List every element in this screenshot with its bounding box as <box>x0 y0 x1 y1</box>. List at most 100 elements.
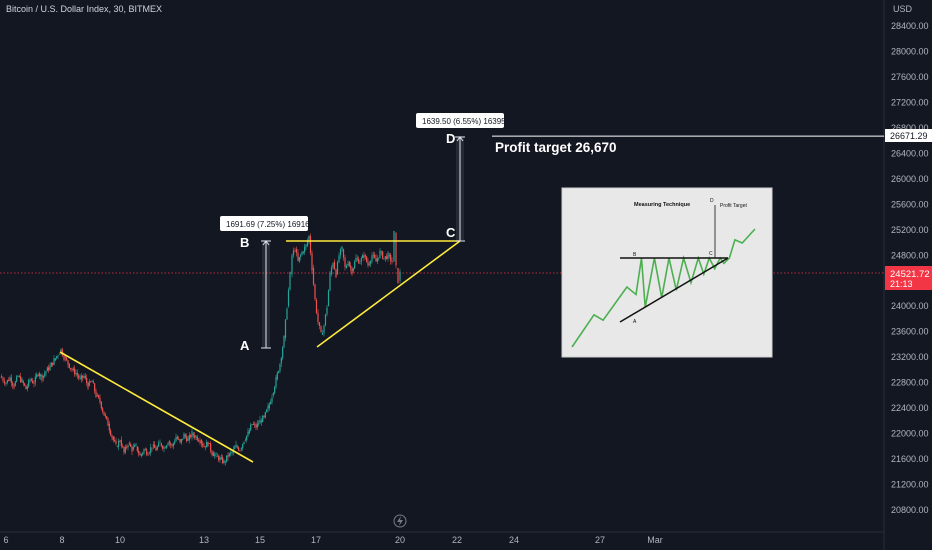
candle-body <box>32 380 34 384</box>
measure-cd[interactable]: 1639.50 (6.55%) 163950 <box>416 113 511 242</box>
measure-ab[interactable]: 1691.69 (7.25%) 169169 <box>220 216 315 349</box>
candle-body <box>142 452 144 454</box>
candle-body <box>317 312 319 323</box>
candle-body <box>45 371 47 374</box>
candle-body <box>151 447 153 449</box>
candle-body <box>236 446 238 448</box>
candle-body <box>318 322 321 327</box>
candle-body <box>286 308 288 320</box>
ascending-support-line[interactable] <box>316 240 461 348</box>
candle-body <box>135 444 137 446</box>
candle-body <box>70 368 72 369</box>
candle-body <box>212 452 214 457</box>
candle-body <box>333 261 336 270</box>
candle-body <box>356 258 358 260</box>
price-tick-label: 22400.00 <box>891 403 929 413</box>
candle-body <box>342 248 345 258</box>
candle-body <box>131 446 133 452</box>
candle-body <box>78 375 80 378</box>
candle-body <box>5 383 7 384</box>
candle-body <box>30 379 32 381</box>
candle-body <box>298 256 300 262</box>
candle-body <box>250 424 252 431</box>
candle-body <box>68 363 70 369</box>
inset-point-d: D <box>710 198 714 204</box>
candle-body <box>263 415 265 417</box>
candle-body <box>355 257 357 262</box>
candle-body <box>274 386 276 393</box>
candle-body <box>395 232 397 266</box>
candle-body <box>214 454 216 457</box>
candle-body <box>239 450 241 452</box>
candle-body <box>183 433 185 439</box>
candle-body <box>92 381 94 384</box>
candle-body <box>40 374 42 377</box>
candle-body <box>279 364 281 371</box>
candle-body <box>130 443 132 447</box>
candle-body <box>362 255 364 259</box>
candle-body <box>384 256 386 259</box>
candle-body <box>300 254 302 257</box>
time-tick-label: 13 <box>199 535 209 545</box>
candle-body <box>124 446 126 453</box>
candle-body <box>305 244 307 247</box>
descending-trendline[interactable] <box>59 351 254 463</box>
candle-body <box>338 255 340 263</box>
candle-body <box>24 383 26 386</box>
price-tick-label: 24000.00 <box>891 301 929 311</box>
candle-body <box>326 307 328 315</box>
candle-body <box>63 355 65 360</box>
candle-body <box>203 445 205 447</box>
candle-body <box>119 440 121 442</box>
time-tick-label: 8 <box>59 535 64 545</box>
candle-body <box>160 443 162 447</box>
candle-body <box>366 256 368 262</box>
candle-body <box>2 377 4 381</box>
candle-body <box>371 255 373 262</box>
candle-body <box>378 257 380 259</box>
candle-body <box>75 373 77 375</box>
candle-body <box>127 445 129 448</box>
current-price-text: 24521.72 <box>890 269 930 280</box>
candle-body <box>240 448 242 450</box>
time-tick-label: 24 <box>509 535 519 545</box>
time-axis[interactable]: 6 8 10 13 15 17 20 22 24 27 Mar <box>3 535 662 545</box>
point-c-label: C <box>446 225 456 240</box>
candle-body <box>128 443 130 444</box>
candle-body <box>259 419 261 424</box>
candle-body <box>132 446 134 450</box>
candle-body <box>244 439 246 441</box>
candle-body <box>87 382 89 389</box>
lightning-icon[interactable] <box>393 514 407 528</box>
candle-body <box>211 451 213 455</box>
candle-body <box>155 448 157 451</box>
candle-body <box>94 383 96 392</box>
candle-body <box>354 261 356 269</box>
candle-body <box>79 377 81 379</box>
candle-body <box>41 374 43 381</box>
candle-body <box>376 258 378 262</box>
candle-body <box>256 423 258 428</box>
point-a-label: A <box>240 338 250 353</box>
candle-body <box>48 367 50 371</box>
candle-body <box>262 415 264 423</box>
time-tick-label: 22 <box>452 535 462 545</box>
candle-body <box>82 375 84 378</box>
candle-body <box>187 438 189 442</box>
candle-body <box>182 438 184 440</box>
candle-body <box>206 442 208 448</box>
candle-body <box>267 406 269 410</box>
profit-target-text: Profit target 26,670 <box>495 140 617 155</box>
candle-body <box>324 314 327 326</box>
candle-body <box>374 254 376 258</box>
candle-body <box>388 255 390 256</box>
candle-body <box>134 445 136 447</box>
candle-body <box>74 368 76 375</box>
candle-body <box>363 255 365 258</box>
candle-body <box>83 375 85 378</box>
candle-body <box>26 386 28 389</box>
candle-body <box>192 433 194 436</box>
candle-body <box>188 435 190 440</box>
candle-body <box>234 447 236 450</box>
